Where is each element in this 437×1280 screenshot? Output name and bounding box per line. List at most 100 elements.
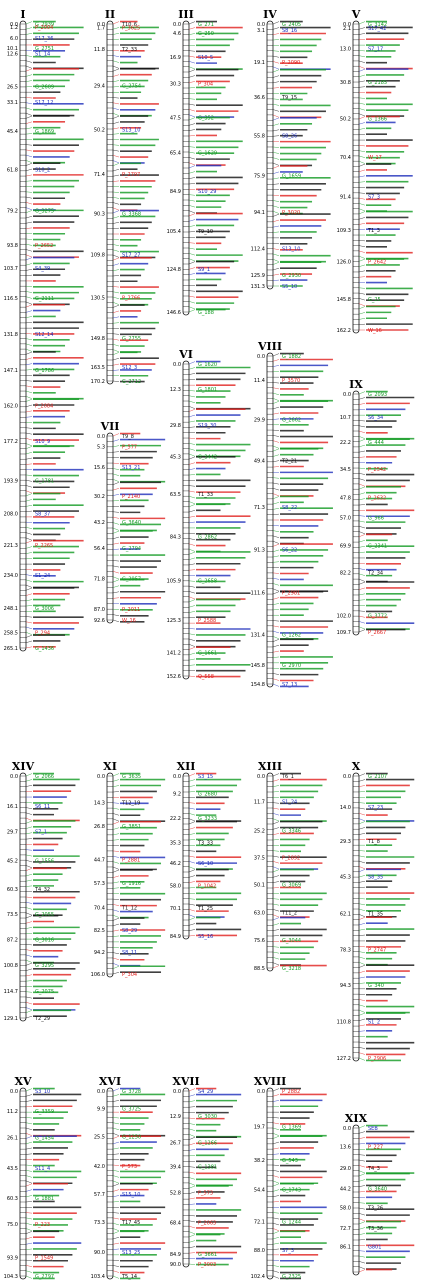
marker-connector [112, 1122, 120, 1125]
marker-connector [25, 1002, 33, 1005]
marker-connector [25, 944, 33, 946]
marker-connector [358, 1218, 366, 1222]
map-position: 49.4 [254, 459, 265, 465]
map-position: 26.7 [170, 1140, 181, 1146]
marker-connector [188, 923, 196, 926]
marker-name: G_1244 [282, 1219, 301, 1225]
marker-connector [358, 1269, 366, 1273]
map-position: 93.8 [7, 243, 18, 249]
marker-connector [188, 548, 196, 552]
marker-connector [112, 244, 120, 246]
marker-connector [112, 115, 120, 119]
marker-connector [272, 535, 280, 538]
marker-connector [112, 257, 120, 261]
marker-connector [358, 964, 366, 968]
marker-connector [272, 448, 280, 452]
marker-name: G_1869 [35, 129, 54, 135]
marker-connector [188, 474, 196, 476]
marker-connector [25, 221, 33, 224]
marker-connector [358, 86, 366, 88]
marker-name: G_352 [198, 115, 214, 121]
marker-connector [358, 839, 366, 841]
marker-name: G_25 [368, 297, 381, 303]
marker-connector [358, 951, 366, 953]
marker-connector [112, 516, 120, 519]
marker-connector [25, 1094, 33, 1097]
map-position: 147.1 [4, 368, 18, 374]
marker-name: G_3640 [368, 1187, 387, 1193]
marker-connector [272, 869, 280, 873]
marker-connector [358, 587, 366, 590]
map-position: 11.7 [254, 799, 265, 805]
marker-connector [272, 625, 280, 628]
marker-connector [188, 791, 196, 793]
marker-connector [272, 27, 280, 30]
marker-connector [188, 1215, 196, 1217]
map-position: 102.4 [251, 1274, 265, 1280]
marker-connector [272, 636, 280, 639]
marker-connector [272, 591, 280, 595]
marker-connector [188, 194, 196, 196]
map-position: 45.2 [7, 859, 18, 865]
marker-connector [358, 197, 366, 200]
marker-connector [112, 133, 120, 135]
marker-connector [188, 869, 196, 873]
marker-connector [25, 180, 33, 182]
marker-connector [25, 112, 33, 116]
map-position: 0.0 [257, 22, 265, 28]
marker-connector [25, 149, 33, 152]
marker-name: G_3728 [122, 1089, 141, 1095]
marker-connector [25, 540, 33, 544]
marker-connector [25, 174, 33, 177]
marker-connector [358, 976, 366, 979]
marker-connector [272, 785, 280, 787]
marker-connector [112, 1170, 120, 1172]
marker-connector [188, 409, 196, 412]
marker-connector [25, 634, 33, 638]
marker-connector [25, 493, 33, 497]
marker-connector [188, 258, 196, 262]
marker-connector [358, 1170, 366, 1174]
marker-name: S8_37 [35, 512, 50, 518]
marker-connector [188, 426, 196, 428]
marker-connector [272, 440, 280, 443]
marker-connector [25, 991, 33, 993]
marker-connector [358, 1173, 366, 1177]
map-position: 12.9 [170, 1114, 181, 1120]
marker-connector [358, 908, 366, 912]
marker-connector [358, 80, 366, 83]
marker-connector [272, 231, 280, 233]
marker-connector [25, 97, 33, 99]
marker-name: P_294 [35, 630, 50, 636]
marker-connector [272, 129, 280, 132]
marker-name: G_2325 [282, 1274, 301, 1280]
marker-connector [188, 406, 196, 409]
marker-name: G_2662 [282, 417, 301, 423]
marker-name: T3_36 [367, 1226, 383, 1232]
marker-connector [188, 213, 196, 217]
marker-connector [358, 922, 366, 926]
marker-connector [272, 157, 280, 160]
group-title: VIII [257, 340, 282, 353]
marker-connector [188, 628, 196, 630]
marker-name: S10_9 [35, 439, 50, 445]
marker-connector [25, 144, 33, 146]
marker-connector [25, 1133, 33, 1136]
marker-connector [272, 406, 280, 410]
marker-connector [188, 538, 196, 540]
map-position: 43.5 [7, 1166, 18, 1172]
marker-connector [25, 587, 33, 591]
map-position: 221.3 [4, 543, 18, 549]
marker-connector [112, 542, 120, 545]
marker-connector [25, 410, 33, 413]
marker-connector [272, 98, 280, 100]
marker-name: P_2004 [35, 25, 53, 31]
marker-connector [188, 580, 196, 582]
marker-connector [188, 123, 196, 126]
marker-connector [358, 391, 366, 395]
marker-connector [188, 151, 196, 154]
map-position: 9.2 [173, 791, 181, 797]
